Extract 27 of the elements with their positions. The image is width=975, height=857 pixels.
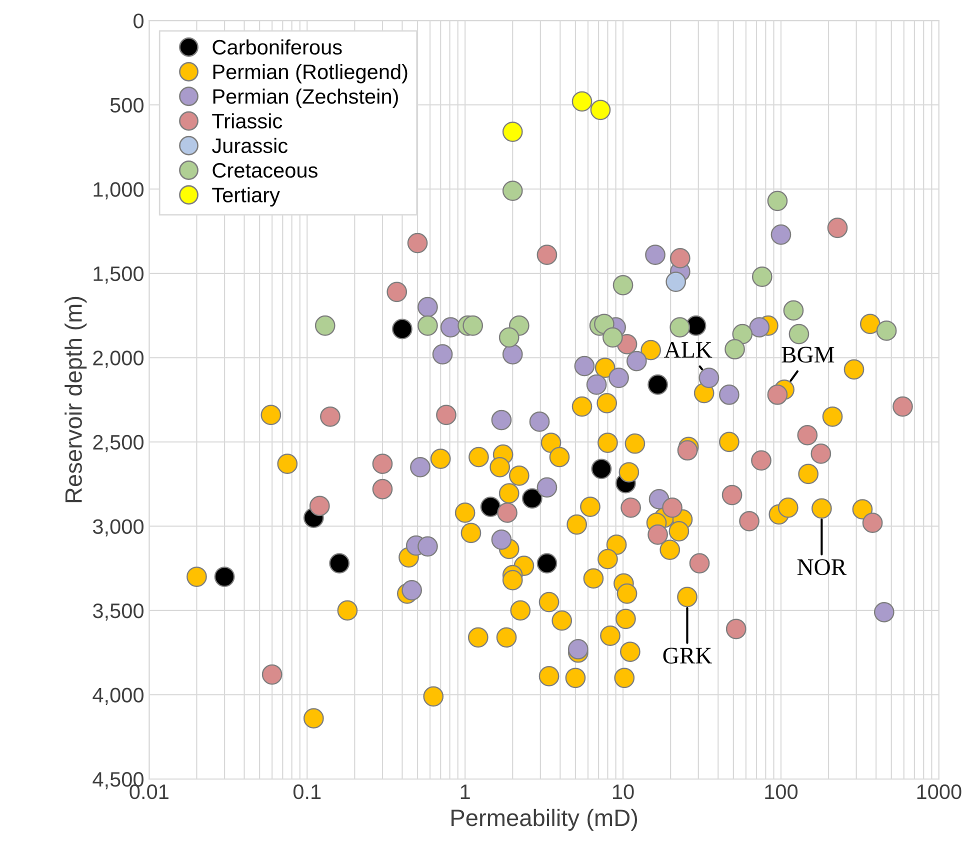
annotation: BGM [782, 346, 834, 363]
y-axis-title: Reservoir depth (m) [64, 296, 87, 502]
y-tick-label: 500 [110, 98, 144, 113]
y-tick-label: 2,000 [93, 350, 144, 368]
x-axis-title: Permeability (mD) [452, 808, 638, 831]
y-tick-label: 2,500 [93, 434, 144, 452]
annotation: ALK [664, 342, 712, 358]
legend-label: Triassic [212, 113, 282, 129]
x-tick-label: 1 [460, 784, 470, 799]
annotation: NOR [797, 559, 847, 576]
y-tick-label: 3,500 [92, 603, 144, 621]
y-tick-label: 1,500 [94, 266, 144, 284]
x-tick-label: 10 [613, 784, 634, 800]
x-tick-label: 0.1 [293, 784, 321, 800]
legend-label: Permian (Zechstein) [213, 88, 398, 108]
legend-label: Cretaceous [212, 163, 318, 178]
x-tick-label: 100 [765, 784, 798, 800]
y-tick-label: 4,000 [92, 688, 144, 705]
y-tick-label: 1,000 [94, 182, 144, 200]
y-tick-label: 0 [134, 14, 144, 28]
legend-label: Carboniferous [212, 39, 342, 55]
annotation: GRK [663, 648, 712, 664]
legend-label: Permian (Rotliegend) [213, 64, 408, 84]
legend-label: Tertiary [212, 187, 280, 207]
x-tick-label: 1000 [917, 784, 962, 800]
y-tick-label: 3,000 [92, 519, 144, 536]
legend-label: Jurassic [212, 138, 288, 154]
